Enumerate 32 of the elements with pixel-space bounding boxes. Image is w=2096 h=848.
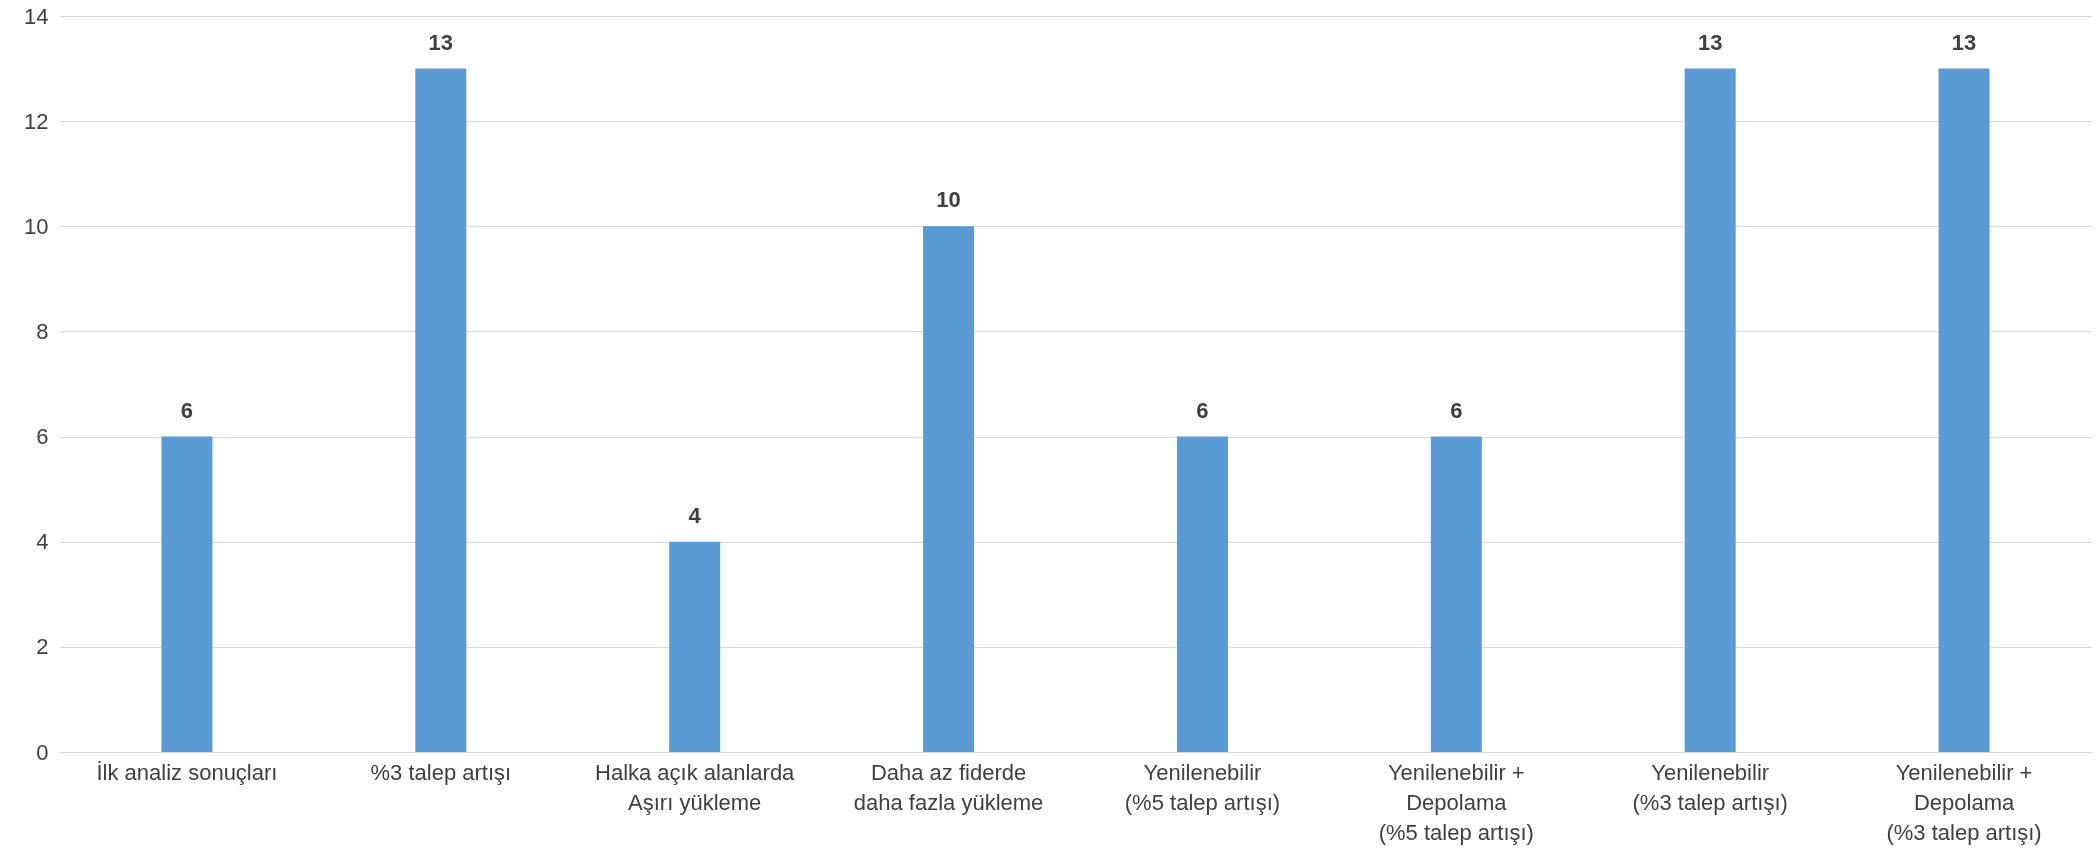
x-tick-label: Yenilenebilir (%5 talep artışı) xyxy=(1124,759,1281,815)
data-label: 13 xyxy=(428,29,454,55)
y-tick-label: 8 xyxy=(36,318,49,344)
y-tick-label: 0 xyxy=(36,739,49,765)
x-tick-label: Yenilenebilir + Depolama (%5 talep artışı) xyxy=(1378,759,1534,845)
y-tick-label: 12 xyxy=(24,108,49,134)
data-label: 6 xyxy=(1450,397,1463,423)
y-tick-label: 2 xyxy=(36,634,49,660)
data-label: 4 xyxy=(688,502,702,528)
x-tick-label: Daha az fiderde daha fazla yükleme xyxy=(853,759,1044,815)
bar xyxy=(669,541,721,752)
x-tick-label: %3 talep artışı xyxy=(370,759,512,785)
x-tick-label: Yenilenebilir + Depolama (%3 talep artışı) xyxy=(1886,759,2042,845)
data-label: 13 xyxy=(1697,29,1723,55)
bar xyxy=(1176,436,1228,752)
data-label: 13 xyxy=(1951,29,1977,55)
bar xyxy=(415,68,467,752)
x-tick-label: Halka açık alanlarda Aşırı yükleme xyxy=(595,759,796,815)
bar xyxy=(1430,436,1482,752)
bar xyxy=(923,226,975,752)
data-label: 6 xyxy=(180,397,194,423)
bar xyxy=(161,436,213,752)
bar xyxy=(1684,68,1736,752)
data-label: 10 xyxy=(936,187,961,213)
bar xyxy=(1938,68,1990,752)
data-label: 6 xyxy=(1196,397,1209,423)
y-tick-label: 14 xyxy=(24,3,49,29)
x-tick-label: İlk analiz sonuçları xyxy=(96,759,278,785)
y-tick-label: 6 xyxy=(36,424,49,450)
y-tick-label: 10 xyxy=(24,213,49,239)
y-tick-label: 4 xyxy=(36,529,49,555)
x-tick-label: Yenilenebilir (%3 talep artışı) xyxy=(1632,759,1788,815)
